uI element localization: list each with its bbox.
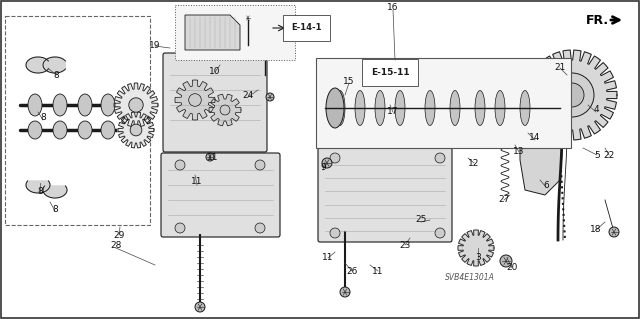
FancyBboxPatch shape xyxy=(163,53,267,152)
Polygon shape xyxy=(527,50,617,140)
FancyBboxPatch shape xyxy=(316,58,571,148)
Circle shape xyxy=(130,124,142,136)
Circle shape xyxy=(560,83,584,107)
Text: 6: 6 xyxy=(543,181,549,189)
Polygon shape xyxy=(185,15,240,50)
Text: 3: 3 xyxy=(475,254,481,263)
Text: 4: 4 xyxy=(593,106,599,115)
Circle shape xyxy=(189,94,202,106)
Polygon shape xyxy=(520,85,565,195)
Ellipse shape xyxy=(53,94,67,116)
Circle shape xyxy=(330,228,340,238)
Polygon shape xyxy=(114,83,158,127)
Text: 8: 8 xyxy=(52,205,58,214)
Ellipse shape xyxy=(335,91,345,125)
Circle shape xyxy=(340,287,350,297)
FancyBboxPatch shape xyxy=(161,153,280,237)
Text: 8: 8 xyxy=(37,188,43,197)
Circle shape xyxy=(129,98,143,112)
Text: 11: 11 xyxy=(191,177,203,187)
FancyBboxPatch shape xyxy=(175,5,295,60)
Text: 27: 27 xyxy=(499,196,509,204)
Ellipse shape xyxy=(475,91,485,125)
Circle shape xyxy=(500,255,512,267)
Text: 21: 21 xyxy=(554,63,566,72)
Polygon shape xyxy=(118,112,154,148)
Ellipse shape xyxy=(520,91,530,125)
Text: 5: 5 xyxy=(594,151,600,160)
Text: 24: 24 xyxy=(243,91,253,100)
Circle shape xyxy=(195,302,205,312)
Text: 20: 20 xyxy=(506,263,518,272)
Text: 11: 11 xyxy=(372,266,384,276)
Circle shape xyxy=(255,223,265,233)
Ellipse shape xyxy=(78,94,92,116)
Text: 14: 14 xyxy=(529,133,541,143)
Polygon shape xyxy=(175,80,215,120)
Polygon shape xyxy=(26,181,50,193)
Ellipse shape xyxy=(450,91,460,125)
Ellipse shape xyxy=(375,91,385,125)
Ellipse shape xyxy=(395,91,405,125)
Circle shape xyxy=(220,105,230,115)
Text: E-15-11: E-15-11 xyxy=(371,68,410,77)
Ellipse shape xyxy=(101,94,115,116)
Circle shape xyxy=(330,153,340,163)
Text: 22: 22 xyxy=(604,151,614,160)
Text: 19: 19 xyxy=(149,41,161,50)
Circle shape xyxy=(550,73,594,117)
Text: 10: 10 xyxy=(209,68,221,77)
Text: 17: 17 xyxy=(387,108,399,116)
Text: 13: 13 xyxy=(513,147,525,157)
Text: 18: 18 xyxy=(590,226,602,234)
Ellipse shape xyxy=(28,94,42,116)
Text: 9: 9 xyxy=(320,164,326,173)
Circle shape xyxy=(175,223,185,233)
Text: 28: 28 xyxy=(110,241,122,249)
Circle shape xyxy=(214,10,222,18)
Text: 26: 26 xyxy=(346,266,358,276)
Text: SVB4E1301A: SVB4E1301A xyxy=(445,273,495,283)
Polygon shape xyxy=(43,186,67,198)
Polygon shape xyxy=(26,57,49,73)
Polygon shape xyxy=(209,94,241,126)
Circle shape xyxy=(255,160,265,170)
FancyBboxPatch shape xyxy=(318,148,452,242)
Ellipse shape xyxy=(326,88,344,128)
Text: 12: 12 xyxy=(468,159,480,167)
Text: 25: 25 xyxy=(415,216,427,225)
Ellipse shape xyxy=(495,91,505,125)
Text: 11: 11 xyxy=(323,254,333,263)
Text: 29: 29 xyxy=(113,231,125,240)
Polygon shape xyxy=(43,57,65,73)
Circle shape xyxy=(175,160,185,170)
Circle shape xyxy=(609,227,619,237)
Text: 23: 23 xyxy=(399,241,411,249)
Circle shape xyxy=(266,93,274,101)
Text: 16: 16 xyxy=(387,3,399,11)
Ellipse shape xyxy=(101,121,115,139)
Circle shape xyxy=(244,14,252,21)
Text: 15: 15 xyxy=(343,78,355,86)
Ellipse shape xyxy=(355,91,365,125)
Text: 8: 8 xyxy=(53,70,59,79)
Ellipse shape xyxy=(425,91,435,125)
Ellipse shape xyxy=(28,121,42,139)
Text: FR.: FR. xyxy=(586,13,609,26)
Circle shape xyxy=(435,153,445,163)
Ellipse shape xyxy=(53,121,67,139)
Text: 11: 11 xyxy=(207,152,219,161)
Circle shape xyxy=(435,228,445,238)
Circle shape xyxy=(206,153,214,161)
Polygon shape xyxy=(458,230,494,266)
Text: 8: 8 xyxy=(40,114,46,122)
Text: E-14-1: E-14-1 xyxy=(291,24,321,33)
Circle shape xyxy=(322,158,332,168)
Ellipse shape xyxy=(78,121,92,139)
